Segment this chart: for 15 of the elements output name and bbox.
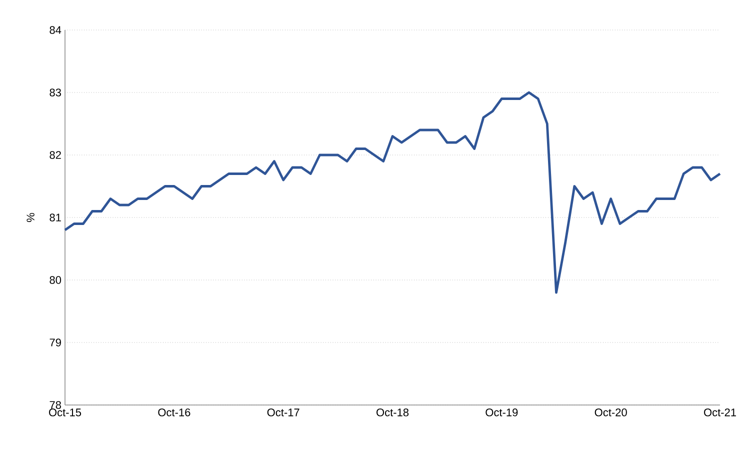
x-tick-label: Oct-15: [49, 408, 82, 416]
x-tick-label: Oct-19: [486, 408, 518, 416]
x-tick-label: Oct-18: [376, 408, 409, 416]
y-tick-label: 79: [50, 338, 61, 346]
x-tick-label: Oct-20: [594, 408, 627, 416]
x-tick-label: Oct-16: [158, 408, 190, 416]
y-tick-label: 82: [50, 151, 61, 159]
x-tick-label: Oct-21: [704, 408, 736, 416]
y-axis-title: %: [26, 213, 34, 222]
y-tick-label: 84: [50, 26, 62, 34]
y-tick-label: 80: [50, 276, 62, 284]
x-tick-label: Oct-17: [267, 408, 300, 416]
y-tick-label: 81: [50, 214, 61, 222]
y-tick-label: 83: [50, 88, 62, 96]
y-tick-label: 78: [50, 401, 62, 409]
